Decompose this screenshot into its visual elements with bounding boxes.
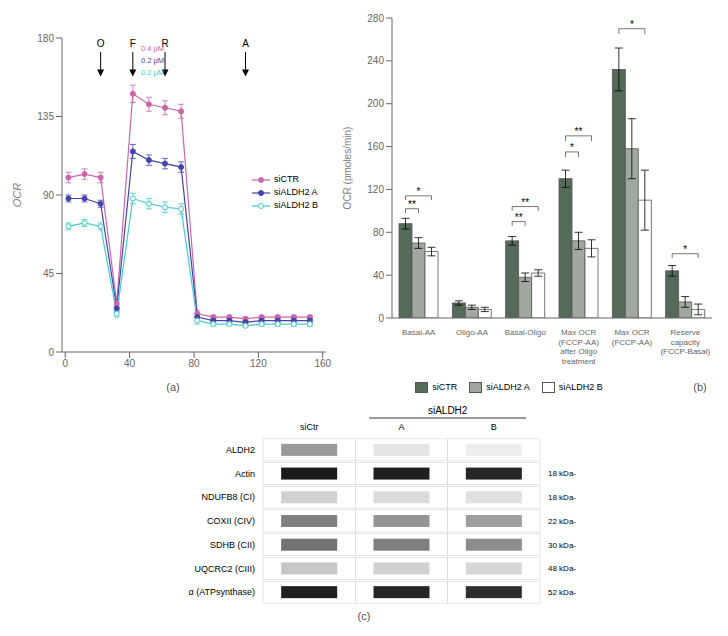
svg-text:NDUFB8 (CI): NDUFB8 (CI) xyxy=(202,492,256,502)
svg-text:22 kDa-: 22 kDa- xyxy=(548,517,576,526)
html-text:siALDH2 B: siALDH2 B xyxy=(274,200,318,210)
svg-text:A: A xyxy=(242,38,249,49)
svg-text:OCR: OCR xyxy=(11,183,23,208)
svg-text:Reservecapacity(FCCP-Basal): Reservecapacity(FCCP-Basal) xyxy=(660,328,710,356)
svg-text:240: 240 xyxy=(367,55,384,66)
svg-text:160: 160 xyxy=(367,141,384,152)
svg-text:52 kDa-: 52 kDa- xyxy=(548,588,576,597)
svg-text:0.2 μM: 0.2 μM xyxy=(141,56,164,65)
svg-text:30 kDa-: 30 kDa- xyxy=(548,541,576,550)
svg-text:SDHB (CII): SDHB (CII) xyxy=(210,540,255,550)
svg-text:**: ** xyxy=(515,212,523,223)
svg-text:**: ** xyxy=(408,199,416,210)
svg-text:α (ATPsynthase): α (ATPsynthase) xyxy=(188,587,255,597)
svg-text:135: 135 xyxy=(37,111,54,122)
svg-text:F: F xyxy=(130,38,136,49)
html-text:siALDH2 A: siALDH2 A xyxy=(274,187,318,197)
svg-text:UQCRC2 (CIII): UQCRC2 (CIII) xyxy=(195,564,256,574)
svg-text:Basal-Oligo: Basal-Oligo xyxy=(505,328,547,337)
svg-text:COXII (CIV): COXII (CIV) xyxy=(207,516,255,526)
svg-text:Max OCR(FCCP-AA)after Oligotre: Max OCR(FCCP-AA)after Oligotreatment xyxy=(558,328,599,366)
svg-text:0.2 μM: 0.2 μM xyxy=(141,68,164,77)
svg-text:80: 80 xyxy=(373,227,385,238)
svg-text:Actin: Actin xyxy=(235,469,255,479)
svg-text:0: 0 xyxy=(48,347,54,358)
svg-text:40: 40 xyxy=(373,270,385,281)
html-text:siCTR: siCTR xyxy=(432,382,458,392)
svg-text:120: 120 xyxy=(367,184,384,195)
svg-text:180: 180 xyxy=(37,33,54,44)
svg-text:R: R xyxy=(161,37,169,49)
svg-text:B: B xyxy=(491,422,497,432)
svg-text:0: 0 xyxy=(378,313,384,324)
svg-text:45: 45 xyxy=(43,268,55,279)
html-text:siALDH2 A: siALDH2 A xyxy=(486,382,530,392)
svg-text:A: A xyxy=(398,422,404,432)
svg-text:80: 80 xyxy=(188,358,200,369)
svg-text:160: 160 xyxy=(314,358,331,369)
svg-text:18 kDa-: 18 kDa- xyxy=(548,469,576,478)
html-text:(b): (b) xyxy=(693,381,707,393)
svg-text:280: 280 xyxy=(367,13,384,24)
svg-text:siCtr: siCtr xyxy=(300,422,319,432)
svg-text:0.4 μM: 0.4 μM xyxy=(141,44,164,53)
svg-text:*: * xyxy=(683,244,687,255)
svg-text:**: ** xyxy=(575,126,583,137)
svg-text:40: 40 xyxy=(124,358,136,369)
svg-text:120: 120 xyxy=(250,358,267,369)
svg-text:*: * xyxy=(417,186,421,197)
svg-text:O: O xyxy=(97,38,105,49)
svg-text:**: ** xyxy=(521,197,529,208)
html-text:siALDH2 B: siALDH2 B xyxy=(558,382,603,392)
svg-text:Max OCR(FCCP-AA): Max OCR(FCCP-AA) xyxy=(612,328,653,347)
svg-text:18 kDa-: 18 kDa- xyxy=(548,493,576,502)
svg-text:ALDH2: ALDH2 xyxy=(226,445,255,455)
svg-text:Basal-AA: Basal-AA xyxy=(402,328,436,337)
svg-text:Oligo-AA: Oligo-AA xyxy=(456,328,489,337)
svg-text:*: * xyxy=(630,19,634,30)
html-text:(a): (a) xyxy=(166,381,180,393)
svg-text:90: 90 xyxy=(43,190,55,201)
svg-text:48 kDa-: 48 kDa- xyxy=(548,564,576,573)
svg-text:*: * xyxy=(570,142,574,153)
svg-text:200: 200 xyxy=(367,98,384,109)
svg-text:OCR (pmoles/min): OCR (pmoles/min) xyxy=(342,127,353,210)
html-text:siCTR: siCTR xyxy=(274,174,299,184)
html-text:(c): (c) xyxy=(357,610,371,622)
svg-text:0: 0 xyxy=(62,358,68,369)
svg-text:siALDH2: siALDH2 xyxy=(428,405,468,416)
